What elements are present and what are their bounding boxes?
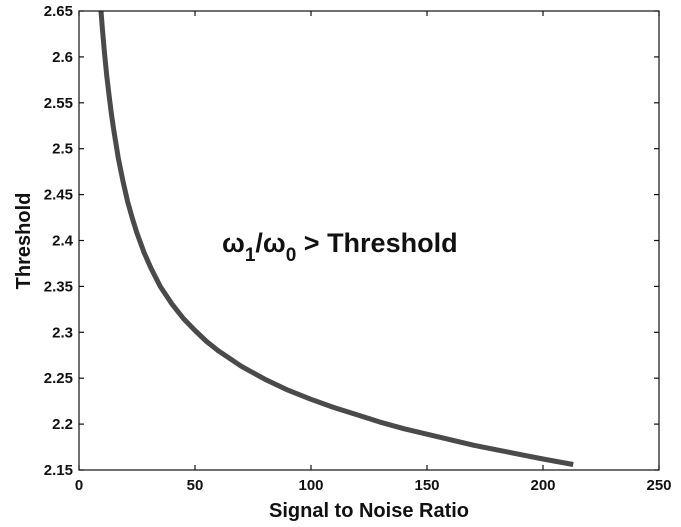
y-axis-ticks: 2.15 2.2 2.25 2.3 2.35 2.4 2.45 2.5 2.55 2.6 2.65 [44,3,659,479]
y-tick-label: 2.3 [52,324,73,341]
series-layer [98,10,574,467]
y-tick-label: 2.15 [44,462,73,479]
omega-1-subscript: 1 [245,245,256,266]
y-tick-label: 2.45 [44,187,73,204]
annotation-slash: / [255,228,263,258]
omega-0-symbol: ω [263,228,286,258]
y-tick-label: 2.5 [52,141,73,158]
threshold-curve [98,10,574,467]
x-tick-label: 250 [646,477,671,494]
x-tick-label: 100 [298,477,323,494]
x-tick-label: 150 [414,477,439,494]
x-tick-label: 0 [75,477,83,494]
y-tick-label: 2.2 [52,416,73,433]
y-tick-label: 2.6 [52,49,73,66]
threshold-annotation: ω1/ω0 > Threshold [222,228,458,266]
omega-1-symbol: ω [222,228,245,258]
y-tick-label: 2.4 [52,233,74,250]
y-tick-label: 2.35 [44,278,73,295]
x-axis-ticks: 0 50 100 150 200 250 [75,11,672,494]
x-tick-label: 50 [187,477,204,494]
x-axis-title: Signal to Noise Ratio [269,500,469,522]
x-tick-label: 200 [530,477,555,494]
plot-background [79,11,659,470]
plot-frame [78,10,660,471]
y-axis-title: Threshold [13,193,35,290]
annotation-threshold-text: > Threshold [296,228,457,258]
omega-0-subscript: 0 [286,245,297,266]
y-tick-label: 2.25 [44,370,73,387]
y-tick-label: 2.65 [44,3,73,20]
y-tick-label: 2.55 [44,95,73,112]
